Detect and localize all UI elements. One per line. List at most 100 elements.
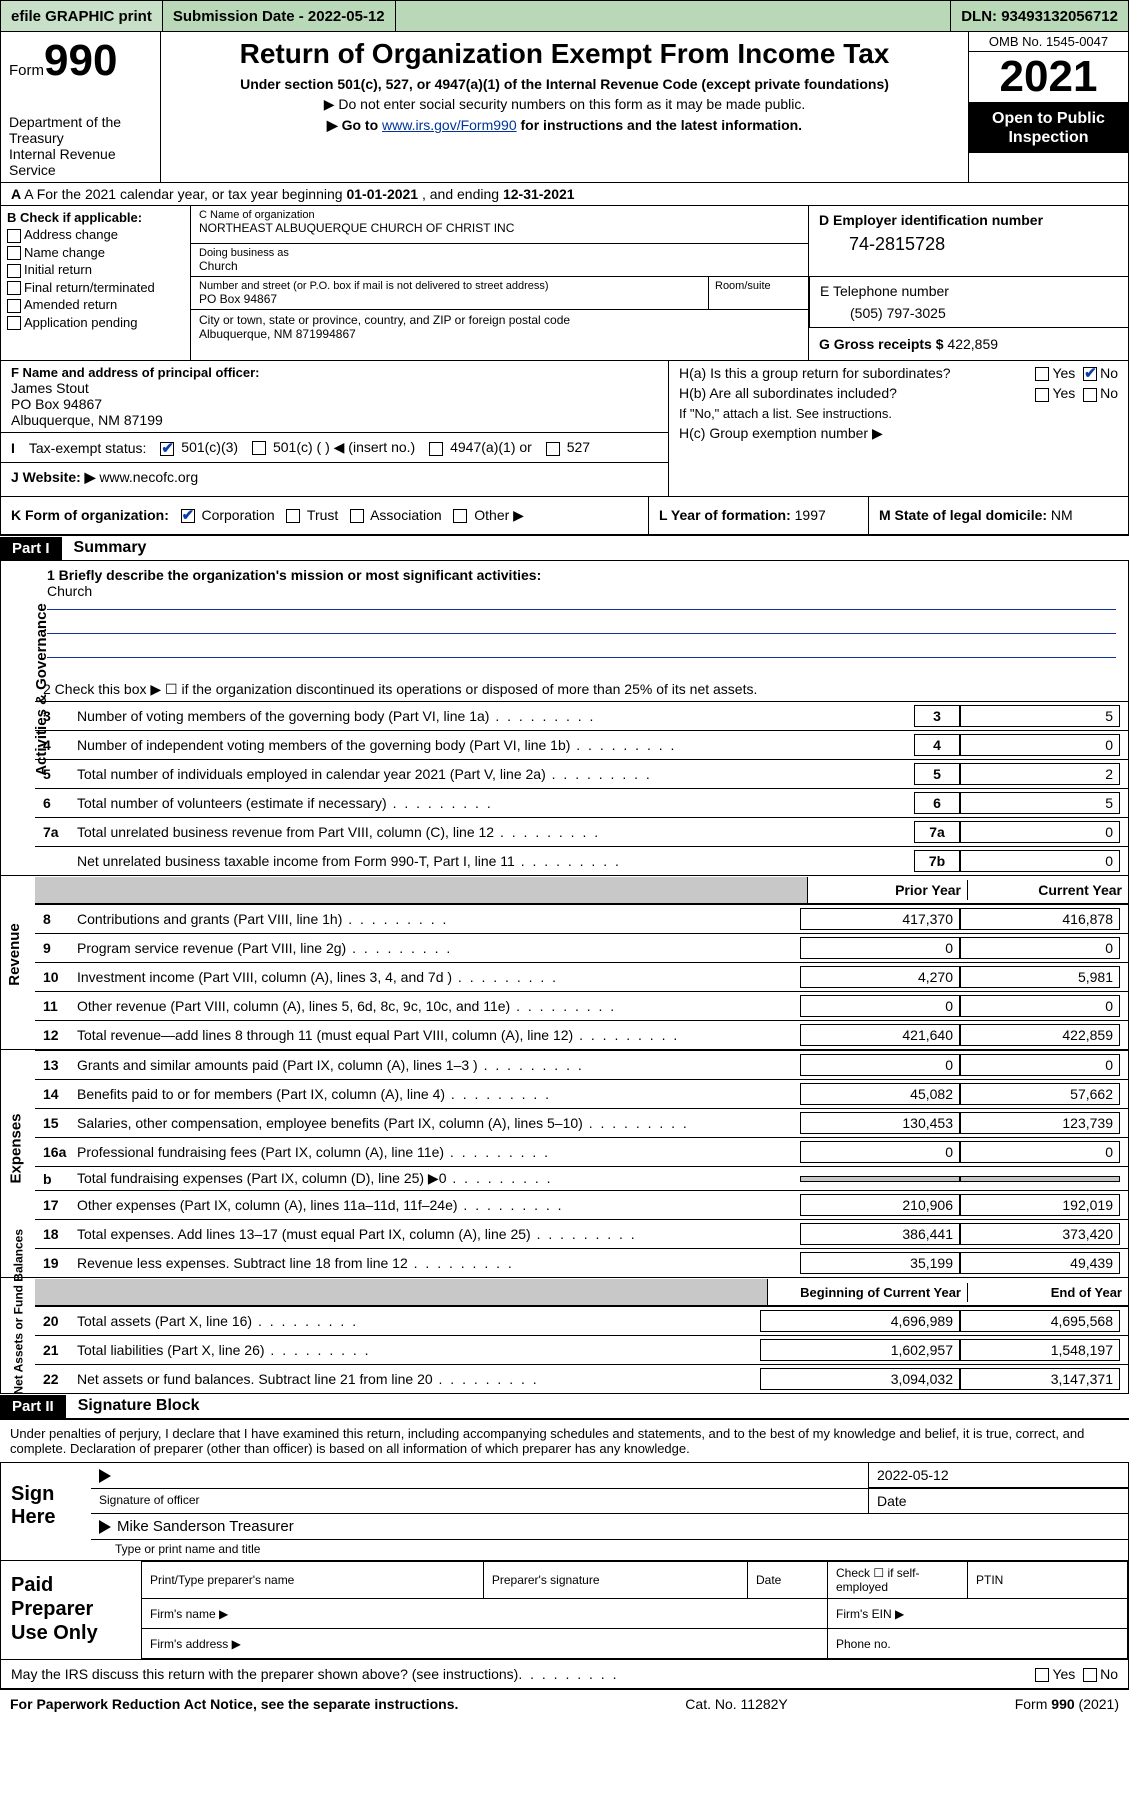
chk-4947[interactable]: 4947(a)(1) or: [429, 439, 532, 455]
ag-line-5: 5Total number of individuals employed in…: [35, 759, 1128, 788]
form-subtitle-3: ▶ Go to www.irs.gov/Form990 for instruct…: [171, 117, 958, 134]
footer-mid: Cat. No. 11282Y: [458, 1696, 1014, 1712]
website-value: www.necofc.org: [99, 469, 198, 485]
section-b: B Check if applicable: Address change Na…: [1, 206, 191, 360]
chk-527[interactable]: 527: [546, 439, 590, 455]
chk-application-pending[interactable]: Application pending: [7, 315, 184, 331]
part1-expenses-section: Expenses 13Grants and similar amounts pa…: [0, 1050, 1129, 1278]
hb-no[interactable]: No: [1083, 385, 1118, 401]
efile-print-button[interactable]: efile GRAPHIC print: [1, 1, 163, 31]
toolbar-gap: [396, 1, 952, 31]
vlabel-ag: Activities & Governance: [1, 561, 35, 875]
section-f: F Name and address of principal officer:…: [1, 361, 668, 496]
na-hdr-gap: [35, 1279, 768, 1305]
chk-corp[interactable]: Corporation: [181, 507, 275, 523]
line-11: 11Other revenue (Part VIII, column (A), …: [35, 991, 1128, 1020]
chk-other[interactable]: Other ▶: [453, 507, 524, 523]
k-label: K Form of organization:: [11, 507, 169, 523]
chk-final-return[interactable]: Final return/terminated: [7, 280, 184, 296]
line-num: 20: [43, 1313, 77, 1329]
hb-label: H(b) Are all subordinates included?: [679, 385, 897, 401]
discuss-yes[interactable]: Yes: [1035, 1666, 1075, 1682]
chk-initial-return[interactable]: Initial return: [7, 262, 184, 278]
sign-here-label: Sign Here: [1, 1463, 91, 1560]
name-arrow-icon: [99, 1520, 111, 1534]
line-prior: 421,640: [800, 1024, 960, 1046]
ag-box: 7b: [914, 850, 960, 872]
opt-527: 527: [567, 439, 590, 455]
opt-assoc: Association: [370, 507, 442, 523]
submission-date-cell: Submission Date - 2022-05-12: [163, 1, 396, 31]
line-12: 12Total revenue—add lines 8 through 11 (…: [35, 1020, 1128, 1049]
line-num: 13: [43, 1057, 77, 1073]
ag-box: 4: [914, 734, 960, 756]
chk-trust[interactable]: Trust: [286, 507, 338, 523]
form-label-small: Form: [9, 62, 44, 79]
form-subtitle-1: Under section 501(c), 527, or 4947(a)(1)…: [171, 76, 958, 92]
mission-text: Church: [47, 583, 1116, 599]
irs-label: Internal Revenue Service: [9, 146, 152, 178]
opt-corp: Corporation: [201, 507, 274, 523]
ha-no[interactable]: No: [1083, 365, 1118, 381]
room-suite-cell: Room/suite: [708, 277, 808, 309]
line-prior: 0: [800, 995, 960, 1017]
part1-header: Part I: [0, 537, 62, 560]
submission-date-value: 2022-05-12: [308, 8, 385, 25]
dln-cell: DLN: 93493132056712: [951, 1, 1128, 31]
chk-501c[interactable]: 501(c) ( ) ◀ (insert no.): [252, 439, 415, 456]
row-a-tax-year: A A For the 2021 calendar year, or tax y…: [0, 183, 1129, 206]
chk-501c3[interactable]: 501(c)(3): [160, 439, 238, 455]
chk-name-change[interactable]: Name change: [7, 245, 184, 261]
k-form-org: K Form of organization: Corporation Trus…: [1, 497, 648, 534]
col-current-year: Current Year: [968, 880, 1128, 900]
chk-assoc[interactable]: Association: [350, 507, 442, 523]
ag-desc: Total unrelated business revenue from Pa…: [77, 824, 908, 840]
form-label-big: 990: [44, 36, 117, 85]
section-b-through-g: B Check if applicable: Address change Na…: [0, 206, 1129, 360]
line-desc: Total revenue—add lines 8 through 11 (mu…: [77, 1027, 800, 1043]
org-name-label: C Name of organization: [199, 209, 800, 221]
dba-value: Church: [199, 259, 800, 273]
discuss-no-label: No: [1100, 1666, 1118, 1682]
ag-desc: Total number of volunteers (estimate if …: [77, 795, 908, 811]
vlabel-ag-text: Activities & Governance: [33, 603, 50, 776]
street-cell: Number and street (or P.O. box if mail i…: [191, 277, 708, 309]
chk-address-change-label: Address change: [24, 227, 118, 242]
row-a-mid: , and ending: [418, 186, 503, 202]
row-a-text: A For the 2021 calendar year, or tax yea…: [24, 186, 346, 202]
ag-val: 5: [960, 705, 1120, 727]
line-curr: [960, 1176, 1120, 1182]
hb-yes[interactable]: Yes: [1035, 385, 1075, 401]
chk-amended-return[interactable]: Amended return: [7, 297, 184, 313]
section-f-h: F Name and address of principal officer:…: [0, 360, 1129, 497]
line-desc: Contributions and grants (Part VIII, lin…: [77, 911, 800, 927]
open-to-public: Open to Public Inspection: [969, 103, 1128, 153]
section-g: G Gross receipts $ 422,859: [809, 328, 1128, 360]
line-prior: 1,602,957: [760, 1339, 960, 1361]
firm-name-label: Firm's name ▶: [142, 1599, 828, 1629]
chk-address-change[interactable]: Address change: [7, 227, 184, 243]
tax-year: 2021: [969, 52, 1128, 103]
line-curr: 373,420: [960, 1223, 1120, 1245]
line-num: 14: [43, 1086, 77, 1102]
mission-block: 1 Briefly describe the organization's mi…: [35, 561, 1128, 677]
form990-link[interactable]: www.irs.gov/Form990: [382, 117, 517, 133]
footer-left: For Paperwork Reduction Act Notice, see …: [10, 1696, 458, 1712]
line-prior: 417,370: [800, 908, 960, 930]
tax-year-begin: 01-01-2021: [346, 186, 418, 202]
discuss-yes-label: Yes: [1052, 1666, 1075, 1682]
line-prior: 35,199: [800, 1252, 960, 1274]
line-desc: Total assets (Part X, line 16): [77, 1313, 760, 1329]
part1-title: Summary: [62, 536, 159, 560]
discuss-no[interactable]: No: [1083, 1666, 1118, 1682]
ag-val: 0: [960, 850, 1120, 872]
line-19: 19Revenue less expenses. Subtract line 1…: [35, 1248, 1128, 1277]
line-prior: 210,906: [800, 1194, 960, 1216]
ag-line-7a: 7aTotal unrelated business revenue from …: [35, 817, 1128, 846]
ag-val: 2: [960, 763, 1120, 785]
ha-yes[interactable]: Yes: [1035, 365, 1075, 381]
officer-city: Albuquerque, NM 87199: [11, 412, 658, 428]
prep-sig-col: Preparer's signature: [483, 1562, 747, 1599]
line-prior: 0: [800, 1141, 960, 1163]
goto-prefix: ▶ Go to: [327, 117, 382, 133]
